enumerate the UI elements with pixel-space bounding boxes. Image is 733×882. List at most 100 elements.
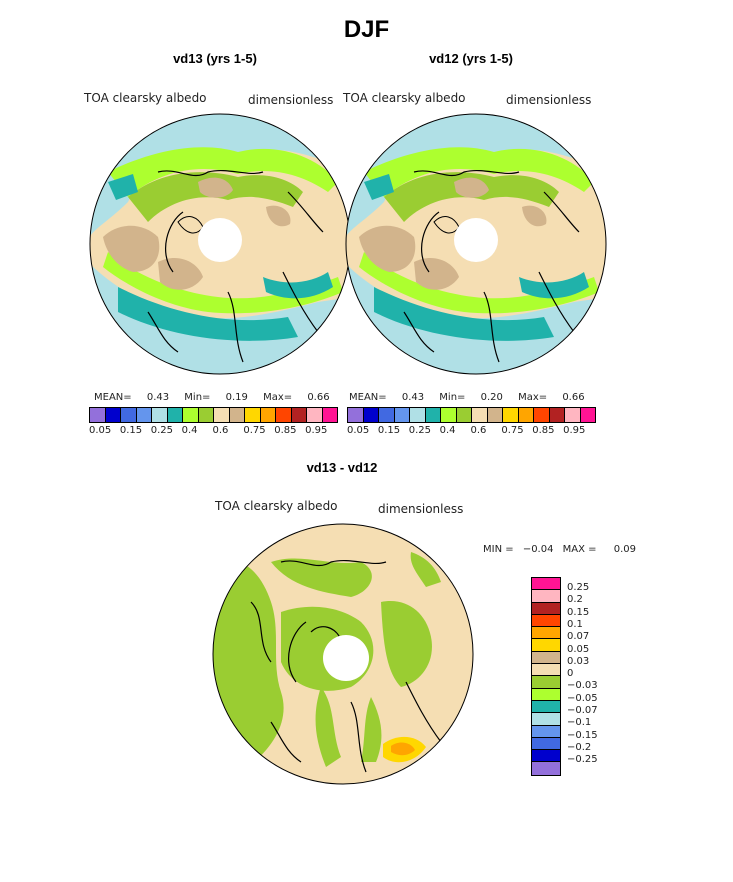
colorbar-swatch [276,408,292,422]
colorbar-tick-label: −0.1 [567,717,592,729]
colorbar-tick-label: 0.15 [377,425,401,436]
colorbar-swatch [532,750,560,763]
diff-stats: MIN = −0.04 MAX = 0.09 [483,544,636,555]
colorbar-swatch [167,408,183,422]
colorbar-swatch [532,700,560,714]
diff-colorbar [531,577,561,776]
colorbar-tick-label: 0.15 [567,606,590,618]
panel2-units-label: dimensionless [506,93,592,107]
panel1-title: vd13 (yrs 1-5) [173,51,257,66]
colorbar-tick-label: −0.05 [567,692,598,704]
colorbar-swatch [580,408,595,422]
colorbar-swatch [291,408,307,422]
colorbar-swatch [534,408,550,422]
colorbar-tick-label: 0.4 [181,425,198,436]
colorbar-swatch [532,676,560,689]
colorbar-swatch [379,408,395,422]
colorbar-swatch [487,408,503,422]
colorbar-tick-label: 0.85 [532,425,555,436]
colorbar-swatch [456,408,472,422]
panel1-max-label: Max= [263,392,293,403]
colorbar-tick-label: 0.6 [470,425,487,436]
colorbar-swatch [121,408,137,422]
panel2-min-label: Min= [439,392,466,403]
panel1-polar-map [89,113,351,375]
colorbar-swatch [198,408,214,422]
panel1-min-label: Min= [184,392,211,403]
colorbar-swatch [532,614,560,628]
colorbar-swatch [532,578,560,591]
colorbar-swatch [532,762,560,775]
colorbar-tick-label: 0.2 [567,594,583,606]
panel2-min-value: 0.20 [480,392,503,403]
colorbar-swatch [322,408,337,422]
colorbar-tick-label: −0.03 [567,680,598,692]
colorbar-swatch [532,651,560,665]
colorbar-tick-label: 0.25 [567,582,590,593]
colorbar-swatch [532,664,560,677]
colorbar-swatch [532,688,560,701]
diff-panel-title: vd13 - vd12 [306,460,378,475]
panel1-colorbar [89,407,338,423]
colorbar-tick-label: 0.05 [567,643,590,655]
colorbar-swatch [441,408,457,422]
panel2-mean-value: 0.43 [401,392,425,403]
panel2-stats: MEAN= 0.43 Min= 0.20 Max= 0.66 [349,392,585,403]
colorbar-tick-label: 0.95 [305,425,328,436]
colorbar-tick-label: 0.15 [119,425,143,436]
figure-title: DJF [343,16,390,43]
panel1-mean-label: MEAN= [94,392,132,403]
colorbar-swatch [532,602,560,615]
colorbar-swatch [229,408,245,422]
colorbar-swatch [532,713,560,726]
colorbar-tick-label: 0.25 [150,425,174,436]
colorbar-tick-label: 0.95 [563,425,586,436]
diff-min-value: −0.04 [522,544,554,555]
panel2-variable-label: TOA clearsky albedo [343,91,466,105]
panel1-min-value: 0.19 [225,392,248,403]
diff-min-label: MIN = [483,544,514,555]
colorbar-swatch [152,408,168,422]
colorbar-tick-label: 0.4 [439,425,456,436]
colorbar-swatch [410,408,426,422]
colorbar-tick-label: −0.07 [567,705,598,716]
panel2-max-label: Max= [518,392,548,403]
panel2-title: vd12 (yrs 1-5) [429,51,513,66]
colorbar-tick-label: 0.05 [89,425,112,436]
panel1-variable-label: TOA clearsky albedo [84,91,207,105]
diff-polar-map [212,523,474,785]
colorbar-swatch [472,408,488,422]
colorbar-swatch [394,408,410,422]
panel1-max-value: 0.66 [307,392,330,403]
diff-max-label: MAX = [562,544,597,555]
colorbar-swatch [503,408,519,422]
diff-units-label: dimensionless [378,502,464,516]
colorbar-tick-label: −0.2 [567,741,592,753]
colorbar-tick-label: −0.25 [567,754,598,766]
colorbar-tick-label: 0.75 [501,425,524,436]
colorbar-swatch [565,408,581,422]
colorbar-swatch [136,408,152,422]
colorbar-swatch [260,408,276,422]
colorbar-tick-label: 0.6 [212,425,229,436]
colorbar-swatch [518,408,534,422]
colorbar-tick-label: 0.85 [274,425,297,436]
colorbar-swatch [532,725,560,738]
panel1-units-label: dimensionless [248,93,334,107]
colorbar-swatch [245,408,261,422]
colorbar-tick-label: 0.25 [408,425,432,436]
colorbar-tick-label: 0 [567,668,574,680]
colorbar-swatch [183,408,199,422]
colorbar-tick-label: 0.1 [567,618,583,630]
colorbar-tick-label: 0.07 [567,631,590,643]
colorbar-swatch [549,408,565,422]
panel2-polar-map [345,113,607,375]
colorbar-swatch [425,408,441,422]
colorbar-swatch [214,408,230,422]
panel2-mean-label: MEAN= [349,392,387,403]
colorbar-swatch [532,737,560,751]
colorbar-swatch [348,408,364,422]
colorbar-swatch [532,590,560,603]
panel2-max-value: 0.66 [562,392,585,403]
colorbar-swatch [363,408,379,422]
